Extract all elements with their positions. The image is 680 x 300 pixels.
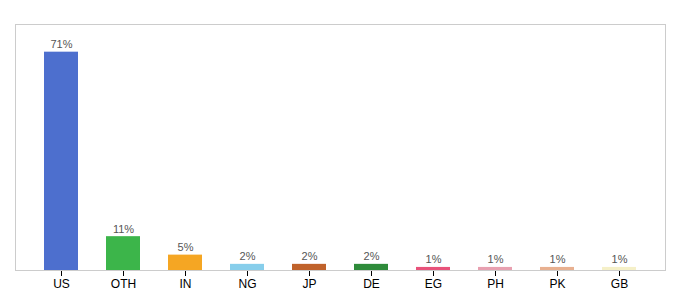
svg-text:JP: JP <box>302 277 316 291</box>
svg-text:PH: PH <box>487 277 504 291</box>
svg-text:US: US <box>53 277 70 291</box>
svg-text:OTH: OTH <box>111 277 136 291</box>
svg-text:1%: 1% <box>426 253 442 265</box>
svg-text:GB: GB <box>611 277 628 291</box>
svg-text:1%: 1% <box>488 253 504 265</box>
svg-text:5%: 5% <box>178 241 194 253</box>
svg-text:1%: 1% <box>550 253 566 265</box>
svg-text:2%: 2% <box>302 250 318 262</box>
svg-text:2%: 2% <box>364 250 380 262</box>
svg-text:EG: EG <box>425 277 442 291</box>
svg-text:11%: 11% <box>113 223 134 235</box>
svg-text:1%: 1% <box>612 253 628 265</box>
svg-text:IN: IN <box>180 277 192 291</box>
svg-text:PK: PK <box>549 277 565 291</box>
svg-text:2%: 2% <box>240 250 256 262</box>
svg-text:DE: DE <box>363 277 380 291</box>
svg-text:71%: 71% <box>50 38 72 50</box>
svg-text:NG: NG <box>239 277 257 291</box>
